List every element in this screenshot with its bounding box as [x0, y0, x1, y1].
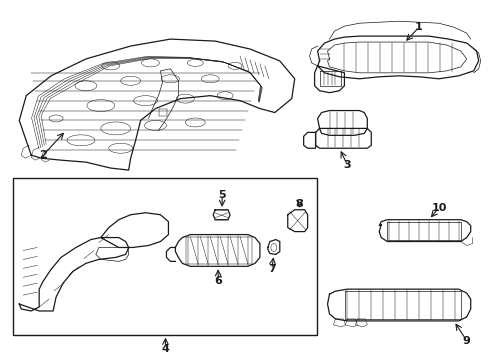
Text: 5: 5	[219, 190, 226, 200]
Bar	[13, 178, 317, 335]
Text: 3: 3	[343, 160, 351, 170]
Text: 1: 1	[415, 22, 423, 32]
Text: 4: 4	[162, 344, 170, 354]
Text: 2: 2	[39, 150, 47, 160]
Text: 9: 9	[463, 336, 471, 346]
Text: 8: 8	[296, 199, 304, 209]
Text: 6: 6	[214, 276, 222, 286]
Text: 10: 10	[431, 203, 446, 213]
Text: 7: 7	[268, 264, 276, 274]
